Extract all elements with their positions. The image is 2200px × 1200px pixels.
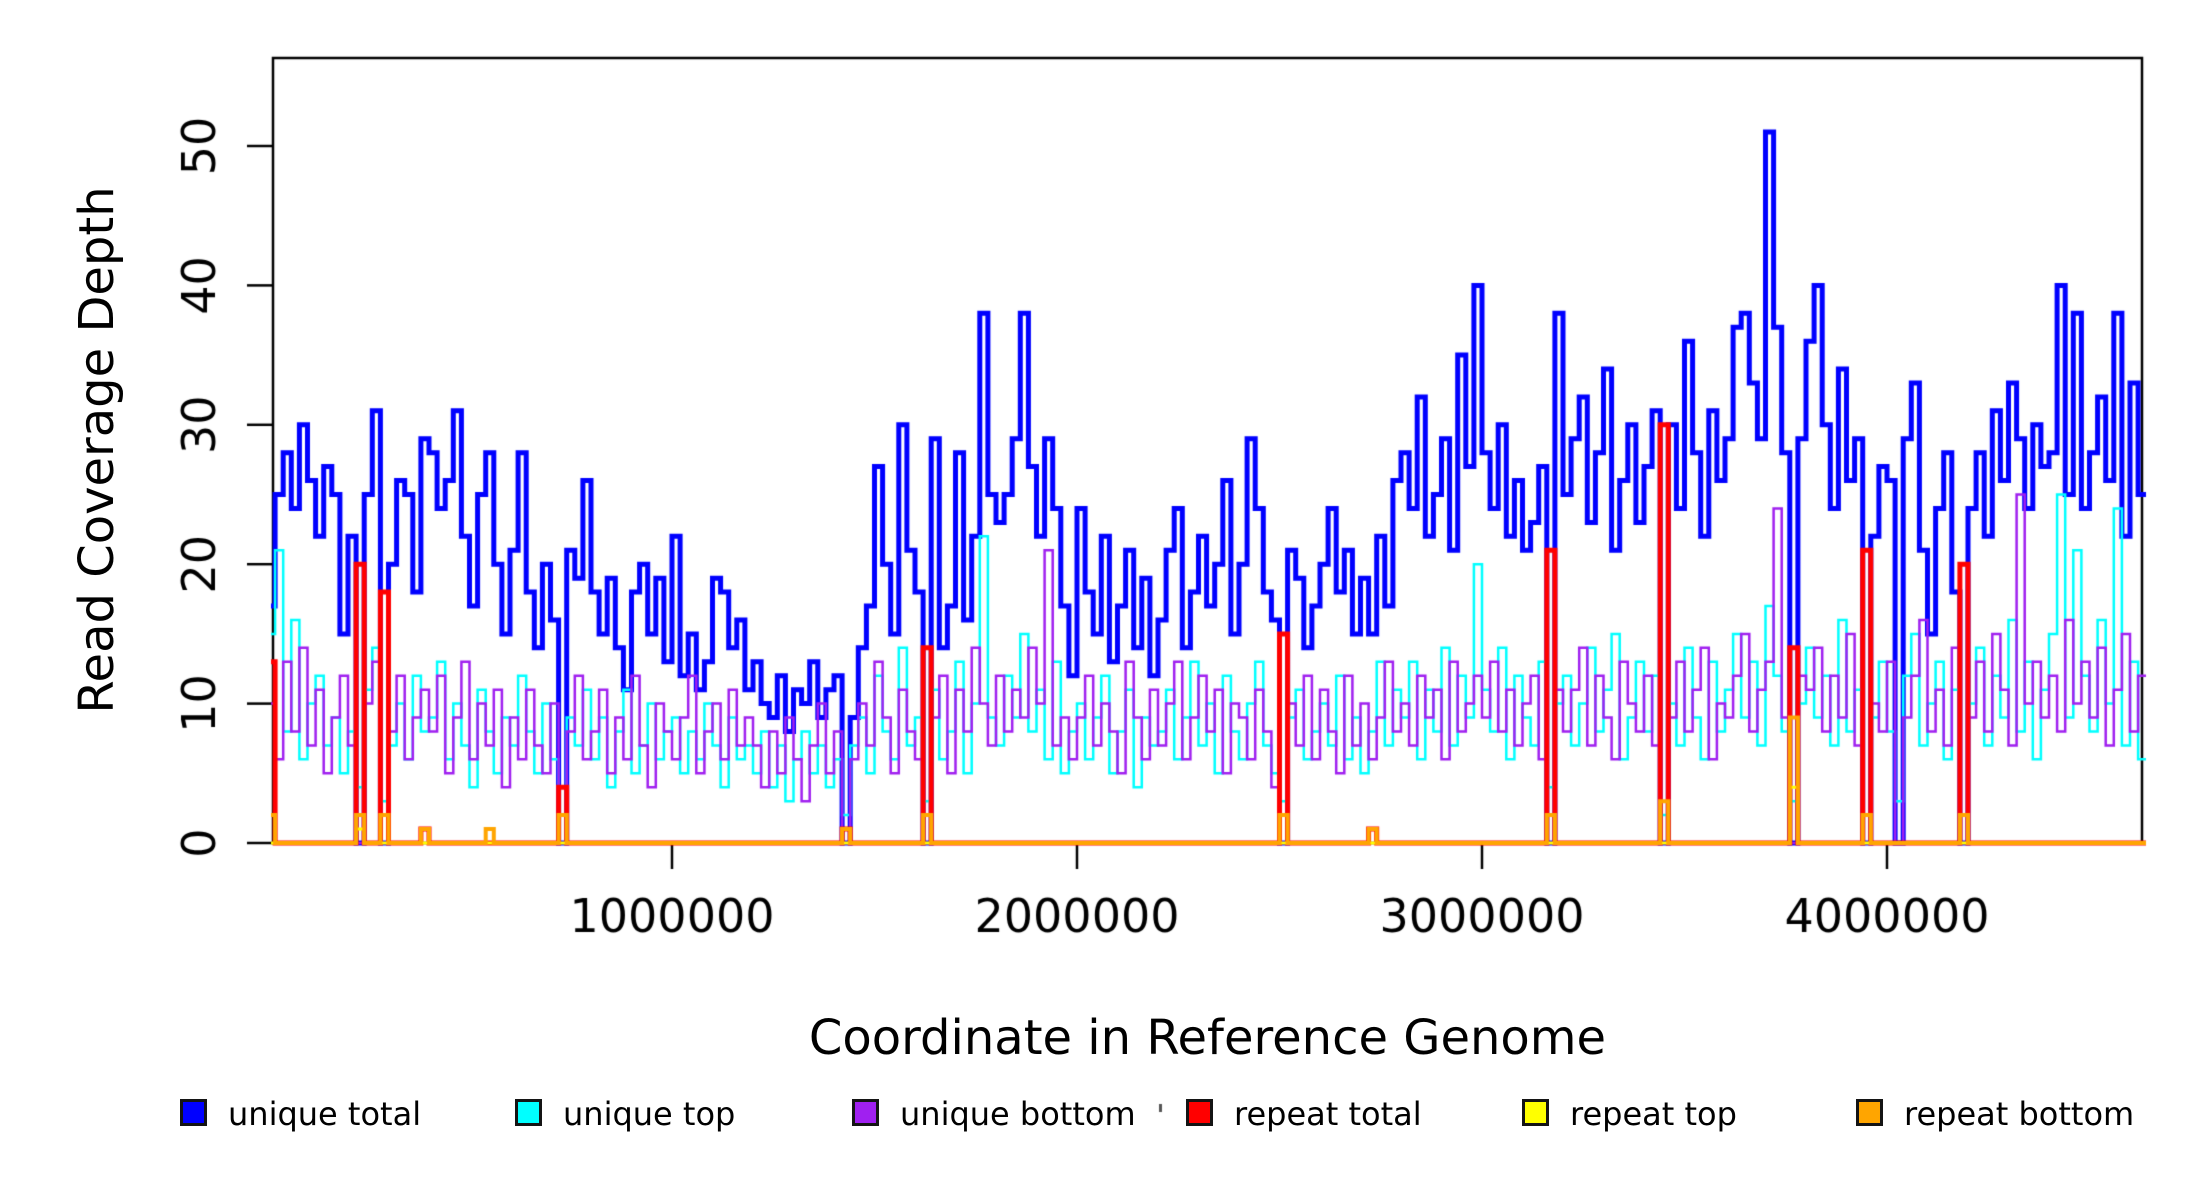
y-axis-title: Read Coverage Depth — [69, 186, 125, 714]
legend-label-unique-bottom: unique bottom — [900, 1095, 1136, 1133]
legend-swatch-repeat-total — [1186, 1099, 1213, 1126]
legend-swatch-unique-total — [180, 1099, 207, 1126]
legend-label-repeat-total: repeat total — [1234, 1095, 1422, 1133]
legend-label-repeat-bottom: repeat bottom — [1904, 1095, 2135, 1133]
legend-swatch-repeat-bottom — [1856, 1099, 1883, 1126]
x-axis-title: Coordinate in Reference Genome — [808, 1010, 1607, 1066]
legend-swatch-unique-top — [515, 1099, 542, 1126]
legend: unique total unique top unique bottom repea… — [0, 1096, 2200, 1146]
legend-label-repeat-top: repeat top — [1570, 1095, 1737, 1133]
legend-swatch-unique-bottom — [852, 1099, 879, 1126]
legend-label-unique-total: unique total — [228, 1095, 422, 1133]
legend-label-unique-top: unique top — [563, 1095, 736, 1133]
legend-swatch-repeat-top — [1522, 1099, 1549, 1126]
